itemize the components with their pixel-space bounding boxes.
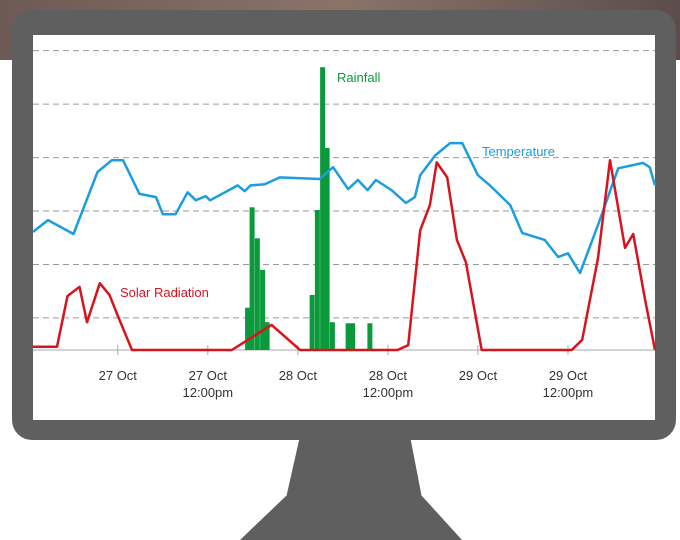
x-tick-label-line: 12:00pm — [363, 385, 414, 400]
bar — [330, 322, 335, 350]
x-tick-label-line: 27 Oct — [99, 368, 138, 383]
monitor-illustration: 27 Oct 27 Oct 12:00pm 28 Oct 28 Oct 12:00pm 29… — [0, 0, 680, 540]
bar — [245, 308, 250, 350]
bar — [325, 148, 330, 350]
bar — [367, 323, 372, 350]
screen — [33, 35, 655, 420]
bar — [260, 270, 265, 350]
x-tick-label: 27 Oct — [99, 368, 138, 383]
bar — [315, 210, 320, 350]
series-label: Rainfall — [337, 70, 380, 85]
x-tick-label-line: 12:00pm — [543, 385, 594, 400]
page: 27 Oct 27 Oct 12:00pm 28 Oct 28 Oct 12:00pm 29… — [0, 0, 680, 540]
series-label: Solar Radiation — [120, 285, 209, 300]
x-tick-label-line: 29 Oct — [549, 368, 588, 383]
x-tick-label-line: 27 Oct — [189, 368, 228, 383]
series-label: Temperature — [482, 144, 555, 159]
bar — [350, 323, 355, 350]
x-tick-label: 28 Oct — [279, 368, 318, 383]
bar — [320, 67, 325, 350]
bar — [250, 207, 255, 350]
bar — [310, 295, 315, 350]
x-tick-label: 29 Oct — [459, 368, 498, 383]
x-tick-label-line: 28 Oct — [279, 368, 318, 383]
monitor-base — [240, 496, 462, 540]
x-tick-label-line: 29 Oct — [459, 368, 498, 383]
x-tick-label-line: 12:00pm — [183, 385, 234, 400]
x-tick-label-line: 28 Oct — [369, 368, 408, 383]
bar — [346, 323, 351, 350]
monitor-neck — [286, 436, 422, 498]
